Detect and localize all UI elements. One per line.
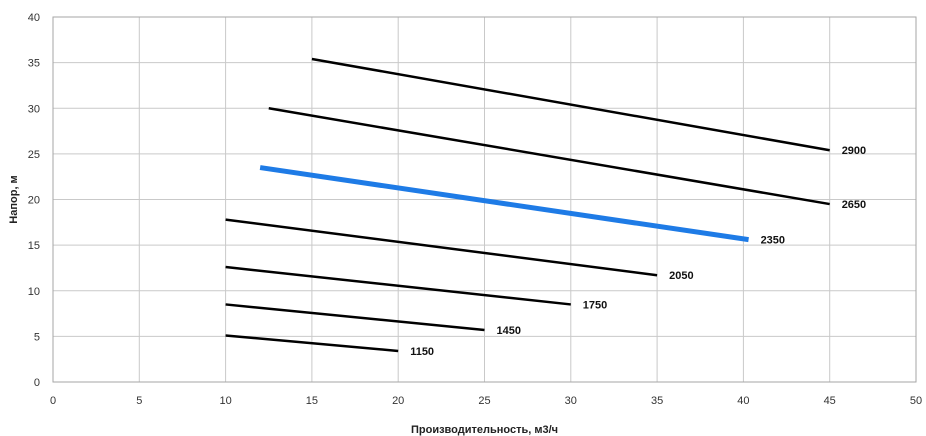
series-label-2650: 2650 [842, 199, 866, 211]
y-axis-label: Напор, м [8, 175, 20, 223]
x-axis-label: Производительность, м3/ч [411, 424, 558, 436]
x-tick-label: 15 [306, 395, 318, 407]
series-label-2350: 2350 [761, 235, 785, 247]
series-label-2900: 2900 [842, 145, 866, 157]
y-tick-label: 20 [28, 195, 40, 207]
y-tick-label: 10 [28, 286, 40, 298]
series-lines [225, 57, 830, 353]
y-tick-label: 30 [28, 103, 40, 115]
series-label-1450: 1450 [497, 325, 521, 337]
series-line-2650 [268, 107, 830, 206]
series-line-1750 [225, 265, 571, 306]
series-line-1450 [225, 303, 485, 332]
x-tick-label: 45 [824, 395, 836, 407]
x-tick-label: 35 [651, 395, 663, 407]
y-tick-label: 0 [34, 377, 40, 389]
series-line-2050 [225, 218, 658, 277]
x-tick-label: 30 [565, 395, 577, 407]
series-line-2350 [259, 165, 749, 243]
series-label-1750: 1750 [583, 299, 607, 311]
series-line-1150 [225, 334, 399, 353]
x-tick-label: 50 [910, 395, 922, 407]
series-line-2900 [311, 57, 830, 152]
y-tick-label: 25 [28, 149, 40, 161]
plot-area-frame [52, 16, 917, 383]
axis-ticks: 0 5 10 15 20 25 30 35 40 45 50 0 5 10 15 20 25 30 35 40 [28, 12, 922, 407]
y-tick-label: 40 [28, 12, 40, 24]
x-tick-label: 25 [478, 395, 490, 407]
y-tick-label: 5 [34, 331, 40, 343]
x-tick-label: 5 [136, 395, 142, 407]
x-tick-label: 40 [737, 395, 749, 407]
y-tick-label: 15 [28, 240, 40, 252]
series-label-2050: 2050 [669, 270, 693, 282]
x-tick-label: 0 [50, 395, 56, 407]
y-tick-label: 35 [28, 58, 40, 70]
x-tick-label: 10 [219, 395, 231, 407]
x-tick-label: 20 [392, 395, 404, 407]
series-labels: 2900 2650 2350 2050 1750 1450 1150 [410, 145, 866, 358]
series-label-1150: 1150 [410, 346, 434, 358]
